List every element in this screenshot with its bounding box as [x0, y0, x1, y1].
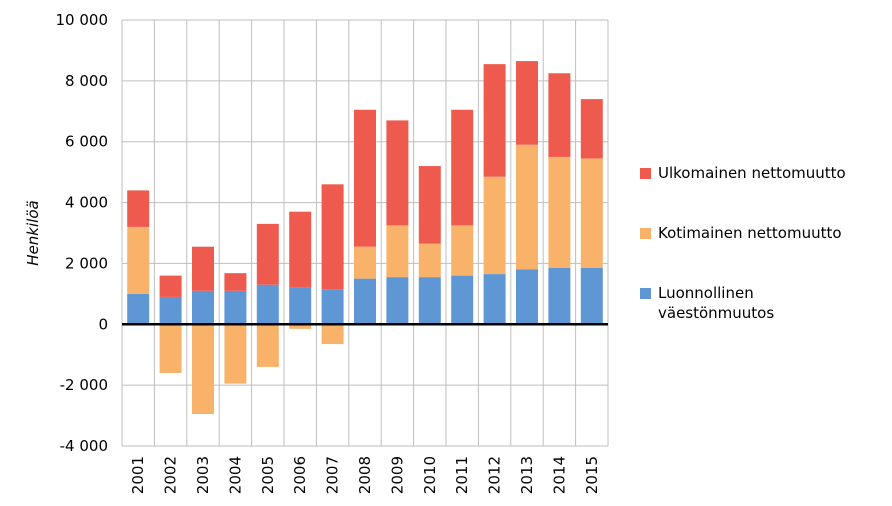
bar-segment [127, 226, 150, 294]
y-tick-label: 6 000 [65, 133, 108, 151]
bar-segment [418, 243, 441, 278]
bar-segment [321, 184, 344, 290]
bar-segment [127, 190, 150, 227]
legend-item: Kotimainen nettomuutto [640, 223, 890, 243]
bar-segment [548, 73, 571, 157]
x-tick-label: 2014 [550, 456, 568, 494]
bar-segment [224, 273, 247, 291]
bar-segment [386, 277, 409, 325]
x-tick-label: 2012 [486, 456, 504, 494]
bar-segment [321, 289, 344, 325]
bar-segment [289, 211, 312, 288]
y-tick-label: 4 000 [65, 194, 108, 212]
bar-segment [224, 290, 247, 325]
bar-segment [354, 109, 376, 247]
bar-segment [354, 246, 376, 279]
x-tick-label: 2011 [453, 456, 471, 494]
legend-label: Kotimainen nettomuutto [658, 224, 842, 242]
x-tick-label: 2005 [259, 456, 277, 494]
y-tick-label: -2 000 [60, 376, 108, 394]
bar-segment [451, 225, 474, 276]
bar-segment [321, 324, 344, 345]
bar-segment [483, 176, 506, 275]
bar-segment [516, 61, 538, 145]
x-tick-label: 2009 [388, 456, 406, 494]
bar-segment [483, 64, 506, 177]
bar-segment [289, 324, 312, 329]
bar-segment [418, 166, 441, 244]
legend-item: Ulkomainen nettomuutto [640, 163, 890, 183]
legend-item: Luonnollinen väestönmuutos [640, 283, 890, 323]
bar-segment [192, 246, 214, 291]
bar-segment [386, 225, 409, 278]
bar-segment [192, 324, 214, 415]
bar-segment [516, 269, 538, 325]
bar-segment [256, 284, 279, 325]
x-tick-label: 2001 [129, 456, 147, 494]
x-tick-label: 2003 [194, 456, 212, 494]
bar-segment [386, 120, 409, 226]
legend-swatch [640, 288, 651, 299]
bar-segment [256, 324, 279, 367]
legend-label: Luonnollinen väestönmuutos [658, 284, 775, 322]
bar-segment [580, 158, 603, 268]
bar-segment [159, 275, 182, 297]
bar-segment [451, 275, 474, 325]
bar-segment [580, 267, 603, 325]
x-tick-label: 2008 [356, 456, 374, 494]
x-tick-label: 2007 [324, 456, 342, 494]
y-tick-label: 2 000 [65, 254, 108, 272]
y-tick-label: -4 000 [60, 437, 108, 455]
legend-swatch [640, 168, 651, 179]
x-tick-label: 2015 [583, 456, 601, 494]
bar-segment [483, 274, 506, 325]
bar-segment [354, 278, 376, 325]
bar-segment [256, 223, 279, 285]
x-tick-label: 2004 [226, 456, 244, 494]
y-tick-label: 10 000 [56, 11, 109, 29]
bar-segment [224, 324, 247, 384]
bar-segment [580, 99, 603, 159]
bar-segment [451, 109, 474, 226]
bar-segment [418, 277, 441, 325]
bar-segment [127, 293, 150, 325]
x-tick-label: 2010 [421, 456, 439, 494]
bar-segment [159, 324, 182, 373]
bar-segment [192, 290, 214, 325]
bar-segment [548, 267, 571, 325]
y-axis-label: Henkilöä [24, 200, 42, 265]
legend-label: Ulkomainen nettomuutto [658, 164, 846, 182]
bar-segment [289, 287, 312, 325]
bar-segment [159, 296, 182, 325]
x-tick-label: 2006 [291, 456, 309, 494]
y-tick-label: 0 [98, 315, 108, 333]
bar-segment [516, 144, 538, 270]
x-tick-label: 2013 [518, 456, 536, 494]
bar-segment [548, 156, 571, 268]
y-tick-label: 8 000 [65, 72, 108, 90]
legend-swatch [640, 228, 651, 239]
x-tick-label: 2002 [162, 456, 180, 494]
